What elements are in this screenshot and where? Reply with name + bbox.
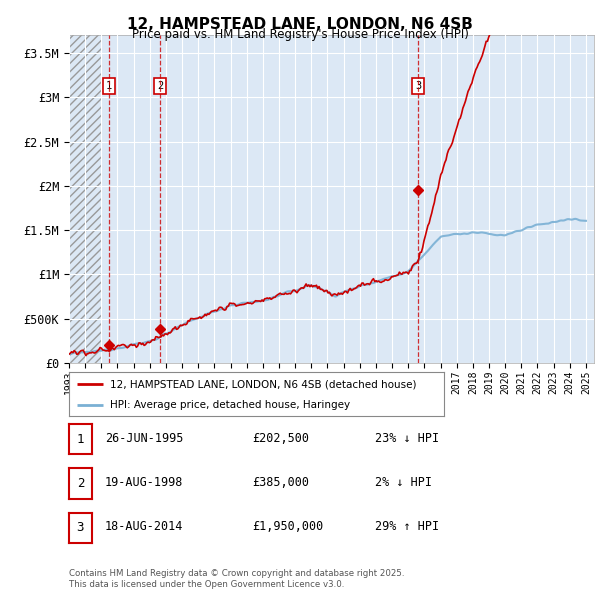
Text: 18-AUG-2014: 18-AUG-2014 [105,520,184,533]
Text: 29% ↑ HPI: 29% ↑ HPI [375,520,439,533]
Text: £202,500: £202,500 [252,432,309,445]
Text: Price paid vs. HM Land Registry's House Price Index (HPI): Price paid vs. HM Land Registry's House … [131,28,469,41]
Text: 1: 1 [77,432,84,446]
Text: 2: 2 [157,81,163,91]
Text: 19-AUG-1998: 19-AUG-1998 [105,476,184,489]
Text: HPI: Average price, detached house, Haringey: HPI: Average price, detached house, Hari… [110,400,350,410]
Bar [69,35,101,363]
Text: 1: 1 [106,81,112,91]
Text: 2% ↓ HPI: 2% ↓ HPI [375,476,432,489]
Text: 12, HAMPSTEAD LANE, LONDON, N6 4SB: 12, HAMPSTEAD LANE, LONDON, N6 4SB [127,17,473,31]
Text: 3: 3 [415,81,422,91]
Text: 26-JUN-1995: 26-JUN-1995 [105,432,184,445]
Text: 23% ↓ HPI: 23% ↓ HPI [375,432,439,445]
Text: £385,000: £385,000 [252,476,309,489]
Text: £1,950,000: £1,950,000 [252,520,323,533]
Text: 12, HAMPSTEAD LANE, LONDON, N6 4SB (detached house): 12, HAMPSTEAD LANE, LONDON, N6 4SB (deta… [110,379,417,389]
Text: 3: 3 [77,521,84,535]
Text: 2: 2 [77,477,84,490]
Text: Contains HM Land Registry data © Crown copyright and database right 2025.
This d: Contains HM Land Registry data © Crown c… [69,569,404,589]
